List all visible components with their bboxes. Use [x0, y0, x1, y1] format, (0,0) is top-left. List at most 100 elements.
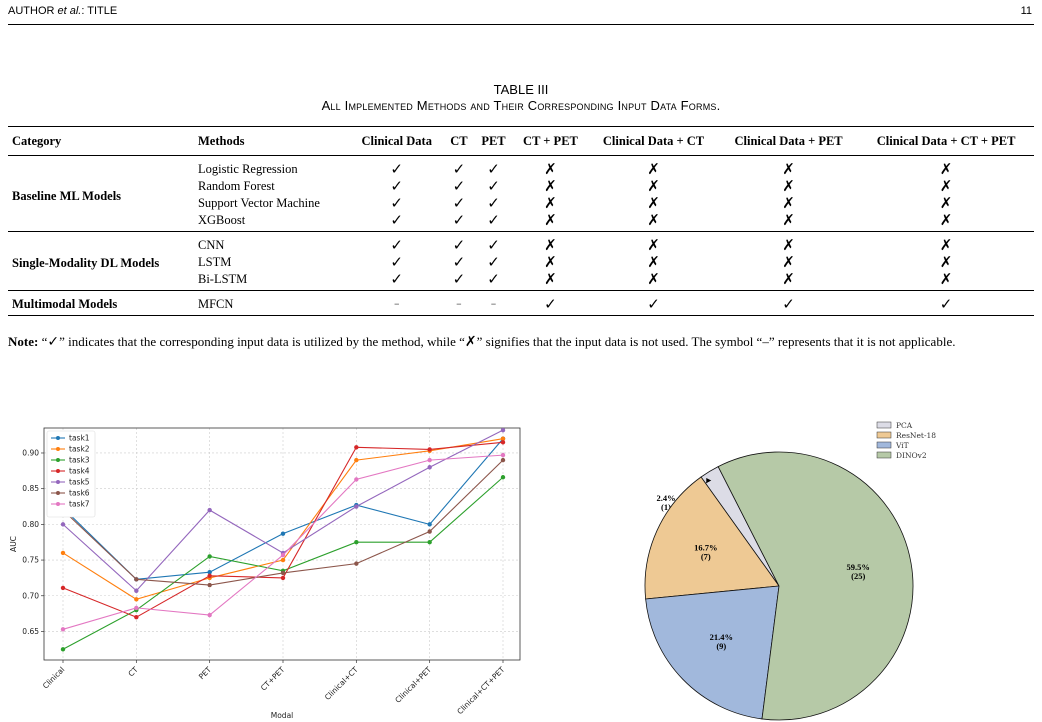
mark-cell: ✓ — [390, 252, 403, 271]
data-point — [280, 570, 286, 576]
data-point — [60, 522, 66, 527]
running-title-rest: : TITLE — [81, 5, 118, 17]
table-caption: All Implemented Methods and Their Corres… — [321, 98, 721, 113]
mark-cell: ✓ — [782, 294, 795, 313]
mark-cell: ✓ — [452, 193, 466, 212]
col-header: CT + PET — [523, 133, 578, 148]
mark-cell: ✗ — [544, 210, 557, 229]
auc-line-chart: 0.65 0.70 0.75 0.80 0.85 0.90 Clinical CT PET CT+… — [9, 427, 521, 720]
data-point — [134, 605, 139, 611]
x-tick-label: CT — [126, 665, 140, 679]
method-cell: XGBoost — [197, 212, 246, 227]
mark-cell: ✗ — [647, 252, 660, 271]
mark-cell: ✓ — [390, 176, 403, 195]
x-tick-label: Clinical+PET — [393, 665, 433, 705]
mark-cell: ✓ — [487, 159, 500, 178]
mark-cell: ✗ — [647, 210, 660, 229]
mark-cell: ✗ — [544, 193, 557, 212]
pie-count-label: (7) — [701, 552, 711, 562]
mark-cell: ✓ — [452, 159, 466, 178]
method-cell: Bi-LSTM — [197, 271, 248, 286]
mark-cell: ✓ — [452, 176, 466, 195]
data-point — [354, 540, 359, 545]
note-text-2: ” indicates that the corresponding input… — [59, 334, 465, 349]
data-point — [60, 550, 66, 556]
legend-swatch — [876, 421, 892, 429]
category-cell: Multimodal Models — [12, 296, 118, 311]
data-point — [207, 554, 212, 559]
plot-frame — [43, 427, 521, 661]
mark-cell: ✗ — [544, 176, 557, 195]
legend-entry: task7 — [69, 500, 90, 509]
data-point — [427, 529, 432, 534]
mark-cell: ✗ — [939, 159, 953, 178]
running-title: AUTHOR et al.: TITLE — [8, 5, 117, 17]
legend-marker — [56, 458, 60, 462]
pie-slice-vit — [645, 585, 780, 720]
pie-percent-label: 59.5% — [847, 562, 870, 572]
legend-marker — [56, 480, 60, 484]
mark-cell: ✗ — [544, 252, 557, 271]
mark-cell: ✓ — [487, 193, 500, 212]
table-header-row: Category Methods Clinical Data CT PET CT… — [8, 126, 1034, 156]
mark-cell: ✓ — [452, 269, 466, 288]
series-task7 — [60, 452, 506, 632]
legend-marker — [56, 491, 60, 495]
mark-cell: ✗ — [939, 193, 953, 212]
mark-cell: – — [490, 296, 497, 310]
data-point — [207, 612, 212, 618]
mark-cell: ✗ — [782, 176, 795, 195]
data-point — [134, 577, 139, 582]
cross-icon: ✗ — [464, 334, 477, 350]
legend-swatch — [876, 441, 892, 449]
page-header: AUTHOR et al.: TITLE 11 — [8, 5, 1032, 23]
header-rule — [8, 24, 1034, 25]
x-tick-label: PET — [197, 665, 213, 681]
legend-marker — [56, 436, 60, 440]
mark-cell: ✗ — [647, 159, 660, 178]
page-number: 11 — [1020, 5, 1032, 17]
mark-cell: ✗ — [647, 269, 660, 288]
mark-cell: ✓ — [390, 210, 403, 229]
series-task4 — [60, 440, 506, 620]
legend-entry: ResNet-18 — [896, 431, 936, 440]
legend-entry: task4 — [69, 467, 90, 476]
table-group-baseline: Baseline ML Models Logistic Regression ✓… — [8, 156, 1034, 232]
mark-cell: ✓ — [939, 294, 953, 313]
pie-percent-label: 16.7% — [694, 543, 717, 553]
mark-cell: ✓ — [487, 269, 500, 288]
legend-entry: task6 — [69, 489, 90, 498]
pie-slice-resnet-18 — [644, 476, 780, 600]
data-point — [280, 531, 286, 536]
mark-cell: ✓ — [452, 252, 466, 271]
table-group-multimodal: Multimodal Models MFCN – – – ✓ ✓ ✓ ✓ — [8, 291, 1034, 316]
col-header: Methods — [197, 133, 245, 148]
data-point — [280, 575, 286, 581]
data-point — [500, 440, 506, 445]
data-point — [354, 445, 359, 450]
mark-cell: ✗ — [647, 235, 660, 254]
data-point — [280, 552, 286, 558]
table-row: Bi-LSTM ✓ ✓ ✓ ✗ ✗ ✗ ✗ — [8, 270, 1034, 291]
mark-cell: ✓ — [487, 252, 500, 271]
method-cell: Logistic Regression — [197, 161, 298, 176]
mark-cell: ✓ — [390, 269, 403, 288]
pie-slice-dinov2 — [717, 451, 914, 721]
data-point — [207, 582, 212, 588]
data-point — [280, 557, 286, 563]
mark-cell: ✗ — [939, 210, 953, 229]
pie-percent-label: 21.4% — [710, 632, 733, 642]
legend: task1 task2 task3 task4 task5 task6 task7 — [46, 430, 96, 518]
data-point — [134, 597, 139, 602]
mark-cell: ✓ — [390, 235, 403, 254]
legend-marker — [56, 502, 60, 506]
data-point — [427, 457, 432, 463]
data-point — [134, 614, 139, 620]
mark-cell: ✗ — [544, 235, 557, 254]
category-cell: Baseline ML Models — [12, 188, 122, 203]
mark-cell: ✓ — [647, 294, 660, 313]
check-icon: ✓ — [47, 334, 60, 350]
table-row: Single-Modality DL Models CNN ✓ ✓ ✓ ✗ ✗ … — [8, 232, 1034, 270]
mark-cell: ✓ — [390, 193, 403, 212]
x-axis-label: Modal — [271, 711, 294, 720]
